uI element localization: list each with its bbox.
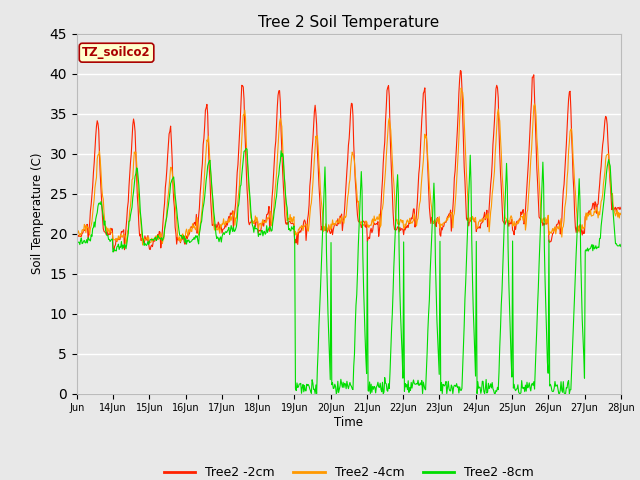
Tree2 -2cm (456, 68, 464, 73)
Tree2 -2cm (195, 213, 202, 219)
Tree2 -2cm (431, 222, 439, 228)
Tree2 -4cm (223, 219, 231, 225)
Tree2 -4cm (431, 219, 439, 225)
Line: Tree2 -4cm: Tree2 -4cm (77, 88, 621, 245)
Tree2 -8cm (223, 230, 230, 236)
Tree2 -8cm (433, 291, 440, 297)
Tree2 -8cm (139, 234, 147, 240)
Tree2 -8cm (417, 380, 424, 386)
Y-axis label: Soil Temperature (C): Soil Temperature (C) (31, 153, 44, 275)
X-axis label: Time: Time (334, 416, 364, 429)
Tree2 -8cm (311, 391, 319, 396)
Tree2 -8cm (73, 238, 81, 243)
Line: Tree2 -8cm: Tree2 -8cm (77, 148, 621, 394)
Title: Tree 2 Soil Temperature: Tree 2 Soil Temperature (258, 15, 440, 30)
Tree2 -2cm (140, 237, 147, 243)
Tree2 -8cm (194, 238, 202, 244)
Tree2 -8cm (83, 237, 90, 242)
Tree2 -4cm (83, 223, 90, 228)
Legend: Tree2 -2cm, Tree2 -4cm, Tree2 -8cm: Tree2 -2cm, Tree2 -4cm, Tree2 -8cm (159, 461, 539, 480)
Tree2 -2cm (416, 164, 424, 169)
Tree2 -2cm (73, 238, 81, 243)
Tree2 -4cm (617, 212, 625, 217)
Tree2 -2cm (83, 222, 90, 228)
Tree2 -2cm (617, 206, 625, 212)
Tree2 -8cm (243, 145, 250, 151)
Tree2 -4cm (458, 85, 465, 91)
Tree2 -4cm (416, 201, 424, 207)
Text: TZ_soilco2: TZ_soilco2 (82, 46, 151, 59)
Tree2 -4cm (139, 242, 147, 248)
Tree2 -8cm (617, 244, 625, 250)
Tree2 -4cm (73, 231, 81, 237)
Tree2 -2cm (223, 222, 231, 228)
Tree2 -4cm (195, 232, 202, 238)
Line: Tree2 -2cm: Tree2 -2cm (77, 71, 621, 252)
Tree2 -4cm (140, 237, 147, 243)
Tree2 -2cm (110, 249, 118, 254)
